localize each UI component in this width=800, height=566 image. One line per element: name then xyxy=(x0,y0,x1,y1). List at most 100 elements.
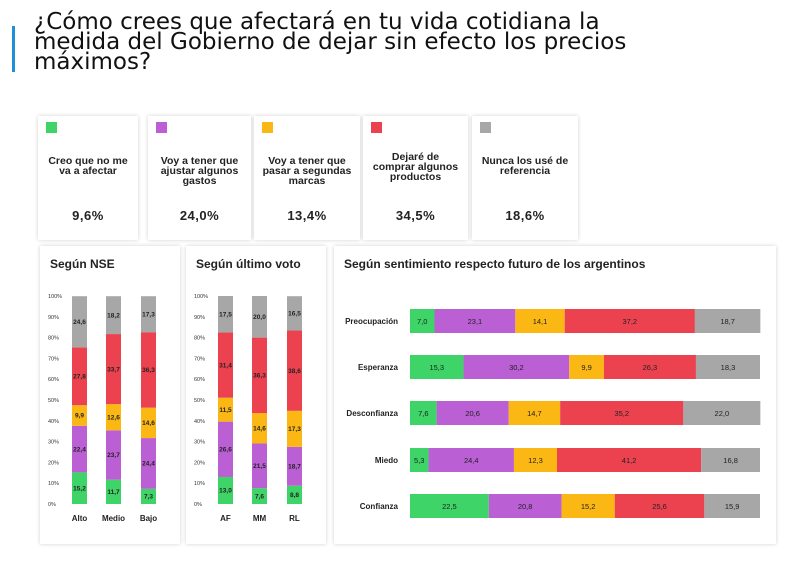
summary-card-no-afecta: Creo que no me va a afectar 9,6% xyxy=(38,116,138,240)
data-label: 35,2 xyxy=(614,409,629,418)
card-value: 24,0% xyxy=(179,208,220,223)
card-label: Voy a tener que pasar a segundas marcas xyxy=(262,155,352,187)
bar-segment xyxy=(560,401,684,425)
voto-stacked-chart: 0% 10% 20% 30% 40% 50% 60% 70% 80% 90% 100% 13,0 26,… xyxy=(194,294,302,523)
bar-segment xyxy=(434,309,516,333)
category-label: AF xyxy=(220,514,231,523)
data-label: 15,2 xyxy=(581,502,596,511)
data-label: 12,3 xyxy=(528,456,543,465)
bar-segment xyxy=(106,296,121,335)
data-label: 33,7 xyxy=(107,366,120,373)
data-label: 30,2 xyxy=(509,363,524,372)
bar-segment xyxy=(557,448,702,472)
bar-segment xyxy=(428,448,514,472)
bar-segment xyxy=(72,405,87,426)
gray-swatch xyxy=(480,122,491,133)
y-tick-label: 20% xyxy=(48,460,59,466)
bar-segment xyxy=(72,425,87,473)
data-label: 18,3 xyxy=(721,363,736,372)
summary-card-dejare-comprar: Dejaré de comprar algunos productos 34,5… xyxy=(363,116,468,240)
y-tick-label: 60% xyxy=(194,377,205,383)
data-label: 16,5 xyxy=(288,311,301,318)
bar-segment xyxy=(252,443,267,489)
bar-segment xyxy=(141,296,156,333)
bar-segment xyxy=(218,476,233,504)
data-label: 5,3 xyxy=(414,456,424,465)
title-accent-bar xyxy=(12,26,15,72)
bar-segment xyxy=(704,494,760,518)
data-label: 20,0 xyxy=(253,314,266,321)
card-value: 18,6% xyxy=(505,208,545,223)
data-label: 15,3 xyxy=(429,363,444,372)
bar-segment xyxy=(410,401,437,425)
category-label: Preocupación xyxy=(345,317,398,326)
panel-title: Según último voto xyxy=(196,257,301,271)
category-label: Bajo xyxy=(140,514,157,523)
data-label: 21,5 xyxy=(253,463,266,470)
data-label: 22,4 xyxy=(73,446,86,453)
bar-segment xyxy=(218,397,233,422)
data-label: 7,6 xyxy=(418,409,428,418)
y-tick-label: 90% xyxy=(48,315,59,321)
data-label: 17,5 xyxy=(219,311,232,318)
bar-segment xyxy=(72,296,87,348)
category-label: Miedo xyxy=(375,456,398,465)
bar-segment xyxy=(287,330,302,411)
bar-segment xyxy=(252,488,267,504)
data-label: 13,0 xyxy=(219,488,232,495)
data-label: 9,9 xyxy=(581,363,591,372)
sentimiento-stacked-chart: Preocupación 7,0 23,1 14,1 37,2 18,7 Esperanza… xyxy=(345,309,761,518)
bar-segment xyxy=(72,347,87,406)
bar-segment xyxy=(564,309,695,333)
bar-segment xyxy=(463,355,570,379)
category-label: Confianza xyxy=(360,502,399,511)
data-label: 17,3 xyxy=(288,426,301,433)
data-label: 26,3 xyxy=(643,363,658,372)
card-value: 13,4% xyxy=(287,208,327,223)
bar-segment xyxy=(614,494,705,518)
data-label: 16,8 xyxy=(723,456,738,465)
category-label: MM xyxy=(253,514,267,523)
card-value: 9,6% xyxy=(72,208,104,223)
category-label: Desconfianza xyxy=(346,409,398,418)
purple-swatch xyxy=(156,122,167,133)
panel-title: Según NSE xyxy=(50,257,115,271)
panel-sentimiento: Según sentimiento respecto futuro de los… xyxy=(334,246,776,544)
data-label: 14,7 xyxy=(527,409,542,418)
data-label: 20,8 xyxy=(518,502,533,511)
bar-segment xyxy=(603,355,696,379)
data-label: 27,8 xyxy=(73,373,86,380)
y-tick-label: 70% xyxy=(48,356,59,362)
summary-card-ajustar-gastos: Voy a tener que ajustar algunos gastos 2… xyxy=(148,116,251,240)
data-label: 23,1 xyxy=(468,317,483,326)
panel-voto: Según último voto 0% 10% 20% 30% 40% 50% 60% 70… xyxy=(186,246,326,544)
data-label: 14,6 xyxy=(142,420,155,427)
red-swatch xyxy=(371,122,382,133)
data-label: 31,4 xyxy=(219,362,232,369)
bar-segment xyxy=(141,488,156,504)
panel-nse: Según NSE 0% 10% 20% 30% 40% 50% 60% 70% 80% 90% 1… xyxy=(40,246,180,544)
data-label: 36,3 xyxy=(142,367,155,374)
bar-segment xyxy=(508,401,561,425)
y-tick-label: 20% xyxy=(194,460,205,466)
data-label: 36,3 xyxy=(253,373,266,380)
data-label: 15,2 xyxy=(73,485,86,492)
data-label: 18,7 xyxy=(720,317,735,326)
category-label: Esperanza xyxy=(358,363,399,372)
data-label: 24,4 xyxy=(142,461,155,468)
bar-segment xyxy=(287,410,302,447)
y-tick-label: 30% xyxy=(48,440,59,446)
bar-segment xyxy=(218,421,233,477)
y-tick-label: 80% xyxy=(194,336,205,342)
page-title: ¿Cómo crees que afectará en tu vida coti… xyxy=(34,9,627,75)
bar-segment xyxy=(410,309,435,333)
bar-segment xyxy=(488,494,562,518)
category-label: RL xyxy=(289,514,300,523)
category-label: Medio xyxy=(102,514,125,523)
data-label: 20,6 xyxy=(465,409,480,418)
y-tick-label: 50% xyxy=(194,398,205,404)
data-label: 18,2 xyxy=(107,312,120,319)
y-tick-label: 90% xyxy=(194,315,205,321)
nse-stacked-chart: 0% 10% 20% 30% 40% 50% 60% 70% 80% 90% 100% 15,2 22,… xyxy=(48,294,157,523)
y-tick-label: 100% xyxy=(194,294,208,300)
